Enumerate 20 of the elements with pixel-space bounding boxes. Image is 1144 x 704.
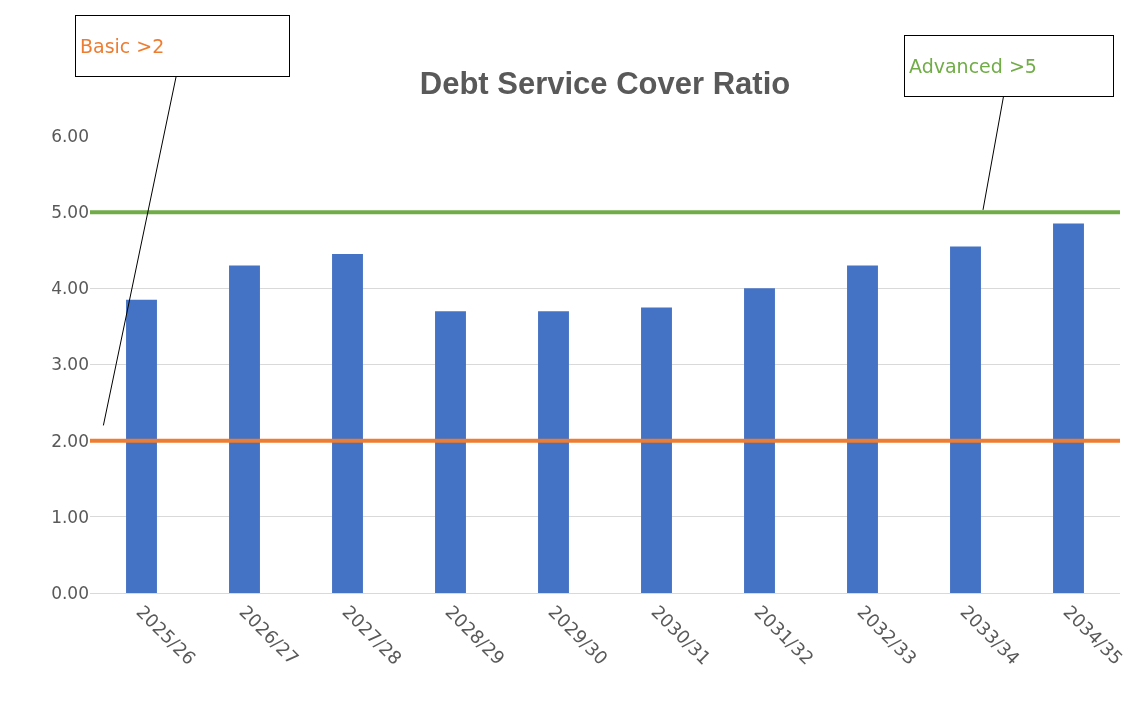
bar	[332, 254, 363, 593]
bar	[126, 299, 157, 593]
bar	[847, 265, 878, 593]
y-tick-label: 1.00	[51, 506, 89, 527]
bar	[641, 307, 672, 593]
bar	[538, 311, 569, 593]
bar	[435, 311, 466, 593]
y-tick-label: 5.00	[51, 202, 89, 223]
bar	[229, 265, 260, 593]
chart-title: Debt Service Cover Ratio	[419, 65, 791, 101]
y-tick-label: 6.00	[51, 125, 89, 146]
bar	[950, 246, 981, 593]
ref-line-label: Advanced >5	[909, 55, 1037, 77]
y-tick-label: 0.00	[51, 582, 89, 603]
bar	[1053, 223, 1084, 593]
y-tick-label: 2.00	[51, 430, 89, 451]
ref-line-label: Basic >2	[80, 35, 165, 57]
y-tick-label: 3.00	[51, 354, 89, 375]
y-tick-label: 4.00	[51, 278, 89, 299]
bar	[744, 288, 775, 593]
